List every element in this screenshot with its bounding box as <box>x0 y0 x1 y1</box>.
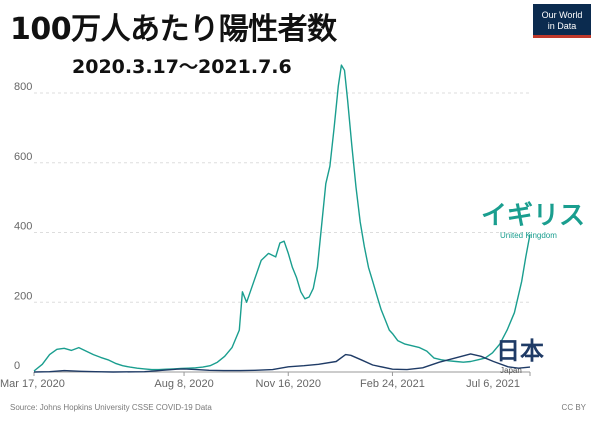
line-chart: 0 200 400 600 800 Mar 17, 2020 Aug 8, 2020 Nov… <box>0 64 585 390</box>
uk-label-en: United Kingdom <box>500 231 557 240</box>
y-tick-label: 0 <box>14 360 20 372</box>
source-note[interactable]: Source: Johns Hopkins University CSSE CO… <box>10 403 212 412</box>
owid-logo[interactable]: Our World in Data <box>533 4 591 38</box>
logo-line-2: in Data <box>547 21 577 31</box>
japan-label-en: Japan <box>500 366 522 375</box>
chart-title: 100万人あたり陽性者数 <box>10 12 337 47</box>
x-tick-label: Aug 8, 2020 <box>154 378 213 390</box>
series-line-united-kingdom <box>33 64 531 372</box>
license-link[interactable]: CC BY <box>561 403 586 412</box>
x-tick-label: Nov 16, 2020 <box>256 378 321 390</box>
series-line-japan <box>33 353 531 373</box>
uk-label-ja: イギリス <box>481 200 585 230</box>
chart-subtitle: 2020.3.17〜2021.7.6 <box>72 56 292 78</box>
grid-layer: 0 200 400 600 800 <box>14 81 530 373</box>
x-tick-label: Mar 17, 2020 <box>0 378 65 390</box>
japan-label-ja: 日本 <box>496 338 544 365</box>
y-tick-label: 200 <box>14 290 32 302</box>
y-tick-label: 400 <box>14 221 32 233</box>
x-axis: Mar 17, 2020 Aug 8, 2020 Nov 16, 2020 Feb 2… <box>0 371 531 390</box>
y-tick-label: 800 <box>14 81 32 93</box>
x-tick-label: Feb 24, 2021 <box>360 378 425 390</box>
y-tick-label: 600 <box>14 151 32 163</box>
logo-line-1: Our World <box>541 10 583 20</box>
series-layer <box>33 64 531 373</box>
x-tick-label: Jul 6, 2021 <box>466 378 520 390</box>
